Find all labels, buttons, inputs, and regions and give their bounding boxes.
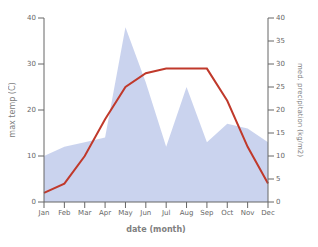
svg-text:Aug: Aug [180, 209, 194, 217]
svg-text:Oct: Oct [221, 209, 233, 217]
svg-text:May: May [118, 209, 132, 217]
svg-text:10: 10 [27, 152, 36, 160]
svg-text:20: 20 [27, 106, 36, 114]
svg-text:30: 30 [276, 60, 285, 68]
svg-text:40: 40 [276, 14, 285, 22]
svg-text:Sep: Sep [200, 209, 214, 217]
svg-text:Feb: Feb [58, 209, 71, 217]
svg-text:15: 15 [276, 129, 285, 137]
svg-text:40: 40 [27, 14, 36, 22]
svg-text:25: 25 [276, 83, 285, 91]
svg-text:med. precipitation (kg/m2): med. precipitation (kg/m2) [296, 63, 304, 157]
svg-text:5: 5 [276, 175, 280, 183]
svg-text:Jul: Jul [161, 209, 171, 217]
svg-text:Dec: Dec [261, 209, 275, 217]
svg-text:20: 20 [276, 106, 285, 114]
svg-text:Jun: Jun [139, 209, 151, 217]
svg-text:Nov: Nov [241, 209, 255, 217]
svg-text:max temp (C): max temp (C) [8, 82, 17, 137]
svg-text:0: 0 [32, 198, 36, 206]
svg-text:Apr: Apr [99, 209, 111, 217]
svg-text:date (month): date (month) [126, 225, 186, 234]
svg-text:0: 0 [276, 198, 280, 206]
svg-text:10: 10 [276, 152, 285, 160]
svg-text:Mar: Mar [78, 209, 91, 217]
svg-text:35: 35 [276, 37, 285, 45]
svg-text:30: 30 [27, 60, 36, 68]
svg-text:Jan: Jan [38, 209, 50, 217]
